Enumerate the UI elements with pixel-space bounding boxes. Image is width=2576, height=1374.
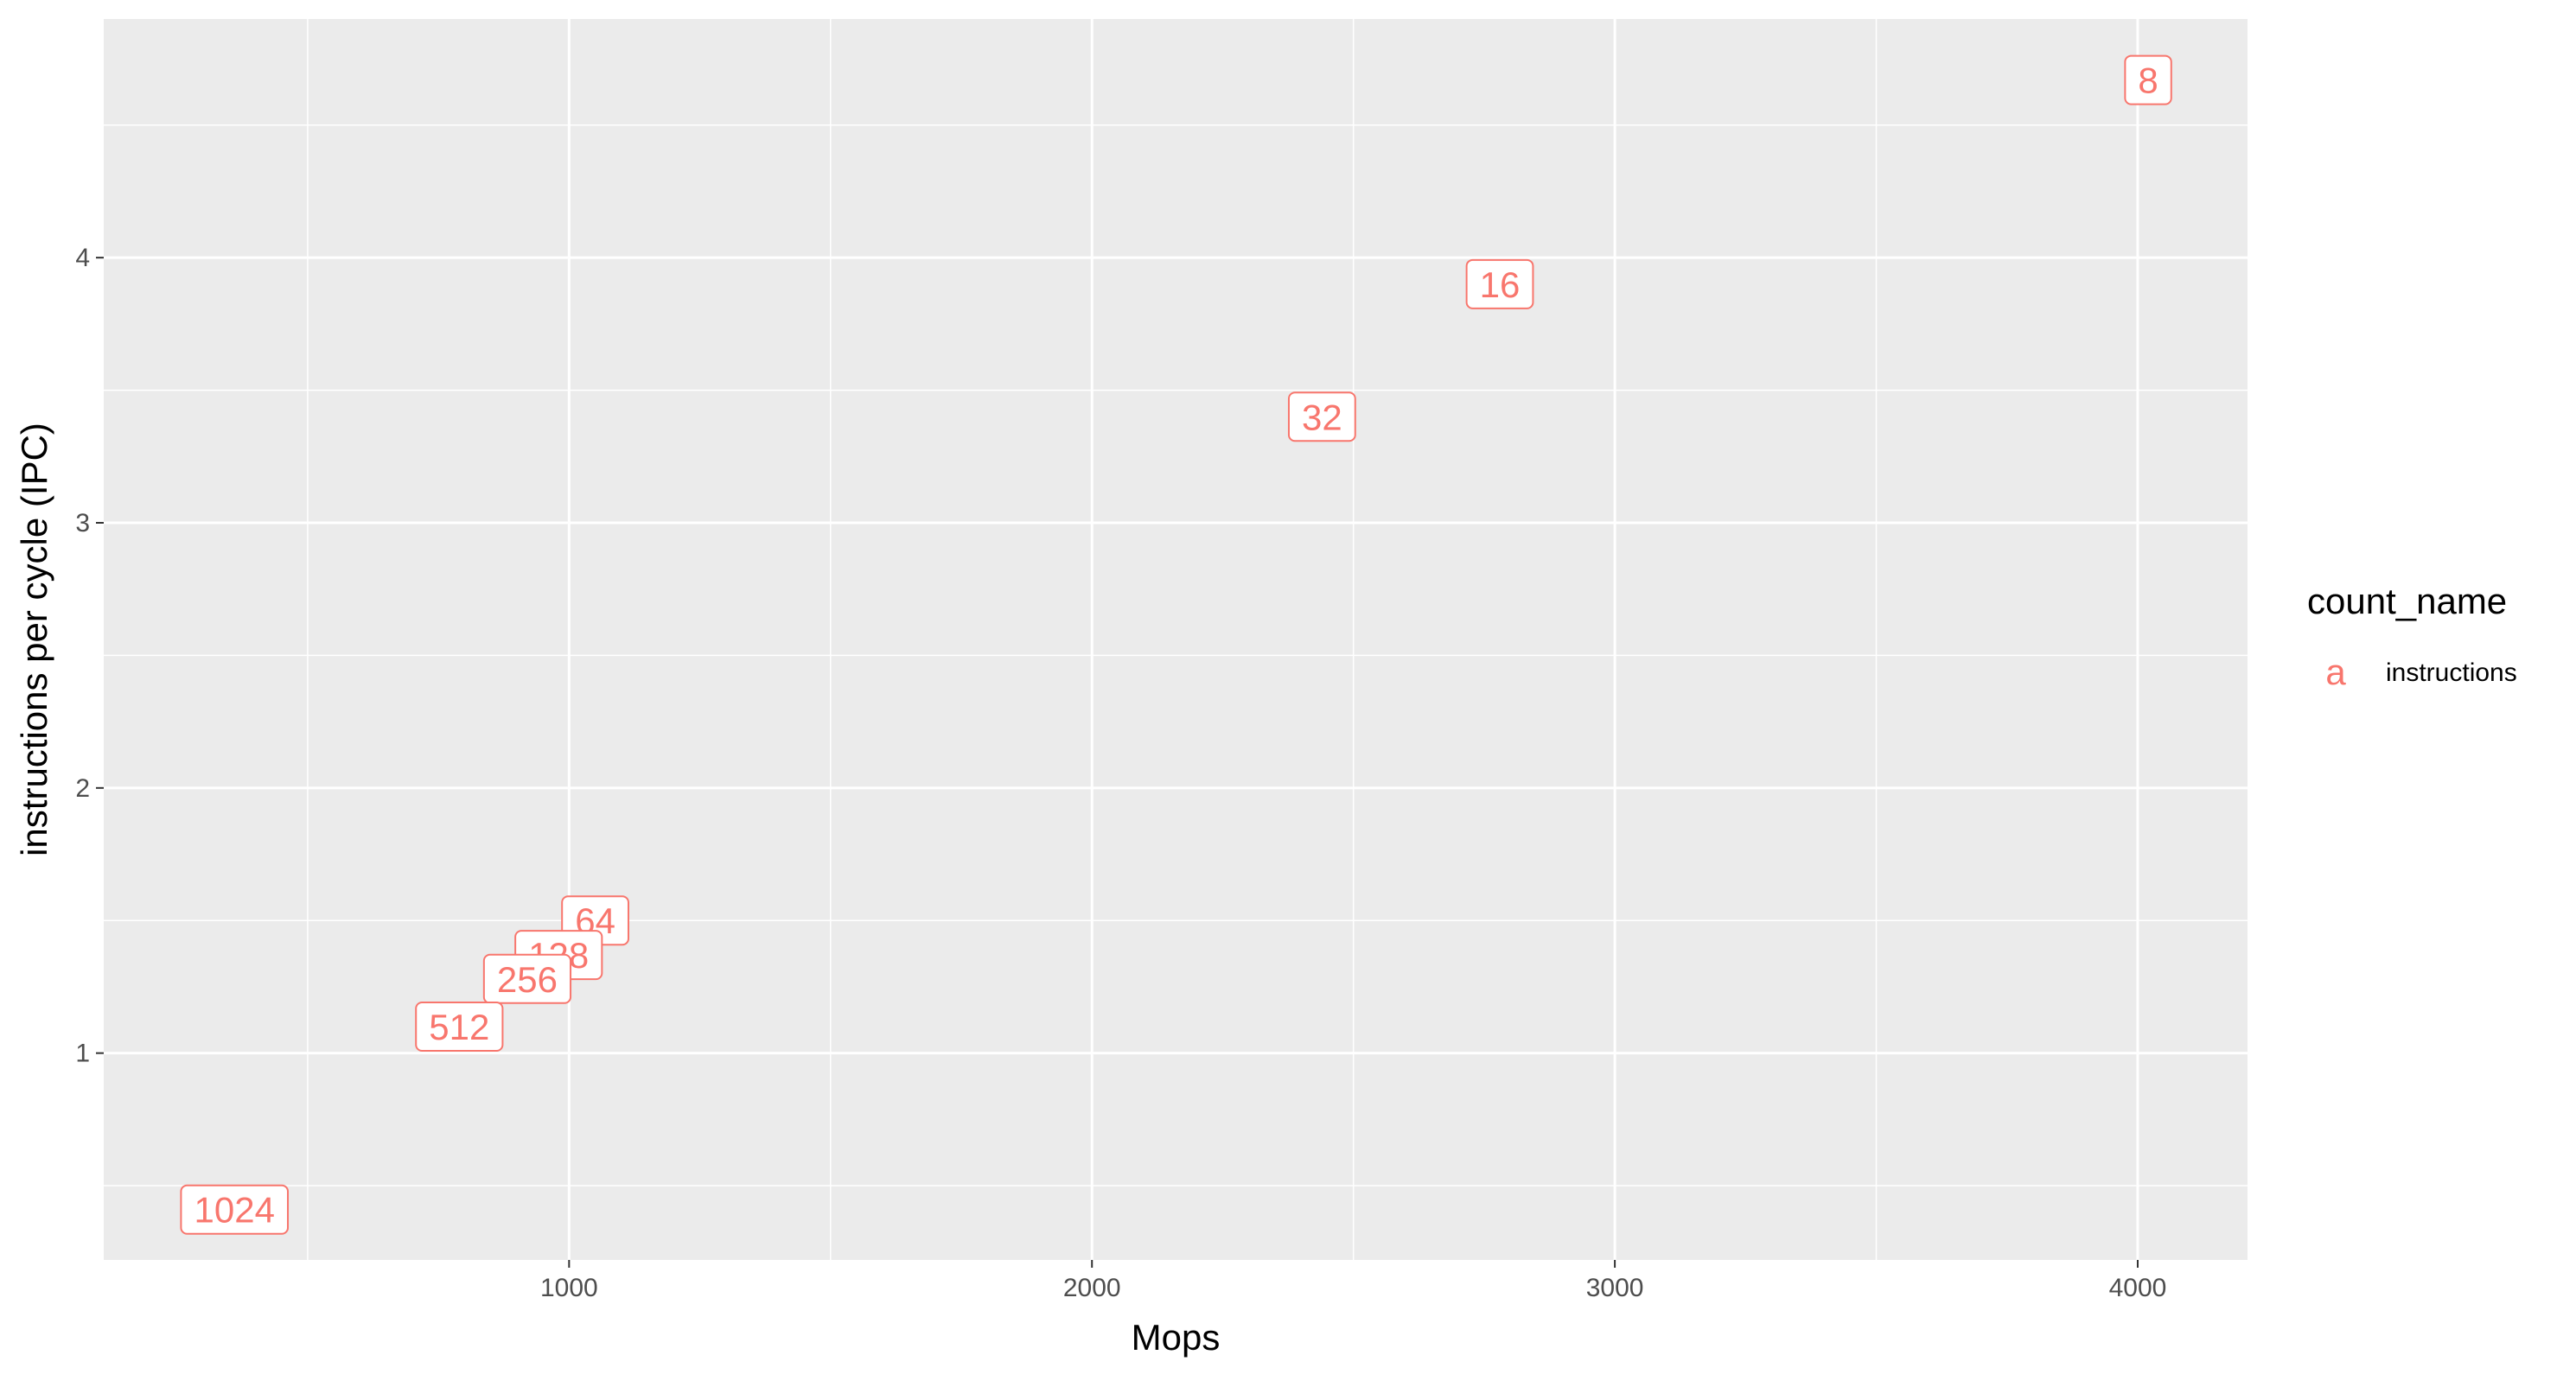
x-tick-label: 2000 bbox=[1063, 1274, 1121, 1302]
data-label-256: 256 bbox=[482, 953, 572, 1004]
data-label-box bbox=[2124, 54, 2172, 105]
y-tick-label: 3 bbox=[75, 509, 90, 538]
legend: count_name a instructions bbox=[2307, 581, 2517, 692]
y-tick-label: 4 bbox=[75, 244, 90, 272]
plot-panel bbox=[104, 19, 2248, 1260]
data-label-box bbox=[1287, 391, 1356, 442]
x-axis: 1000 2000 3000 4000 bbox=[540, 1260, 2166, 1302]
y-axis: 1 2 3 4 bbox=[75, 244, 104, 1068]
data-label-32: 32 bbox=[1287, 391, 1356, 442]
data-label-16: 16 bbox=[1465, 258, 1534, 309]
x-tick-label: 1000 bbox=[540, 1274, 598, 1302]
data-label-text: 256 bbox=[497, 959, 558, 1000]
minor-gridlines bbox=[104, 19, 2248, 1260]
legend-key-glyph: a bbox=[2325, 652, 2346, 692]
data-label-text: 512 bbox=[429, 1007, 489, 1047]
data-label-box bbox=[180, 1184, 290, 1235]
data-label-1024: 1024 bbox=[180, 1184, 290, 1235]
legend-item-instructions: instructions bbox=[2386, 658, 2517, 687]
data-label-box bbox=[1465, 258, 1534, 309]
data-label-text: 1024 bbox=[194, 1190, 275, 1231]
data-label-8: 8 bbox=[2124, 54, 2172, 105]
x-tick-label: 3000 bbox=[1586, 1274, 1644, 1302]
data-label-box bbox=[482, 953, 572, 1004]
major-gridlines bbox=[104, 19, 2248, 1260]
data-label-512: 512 bbox=[415, 1001, 504, 1052]
x-axis-title: Mops bbox=[1132, 1317, 1221, 1358]
data-label-box bbox=[415, 1001, 504, 1052]
data-labels: 81632641282565121024 bbox=[180, 54, 2172, 1235]
data-label-text: 16 bbox=[1480, 264, 1521, 305]
y-axis-title: instructions per cycle (IPC) bbox=[14, 423, 54, 856]
x-tick-label: 4000 bbox=[2109, 1274, 2167, 1302]
y-tick-label: 2 bbox=[75, 774, 90, 803]
y-tick-label: 1 bbox=[75, 1040, 90, 1068]
legend-title: count_name bbox=[2307, 581, 2507, 621]
data-label-text: 8 bbox=[2138, 60, 2158, 101]
data-label-text: 32 bbox=[1302, 397, 1342, 437]
